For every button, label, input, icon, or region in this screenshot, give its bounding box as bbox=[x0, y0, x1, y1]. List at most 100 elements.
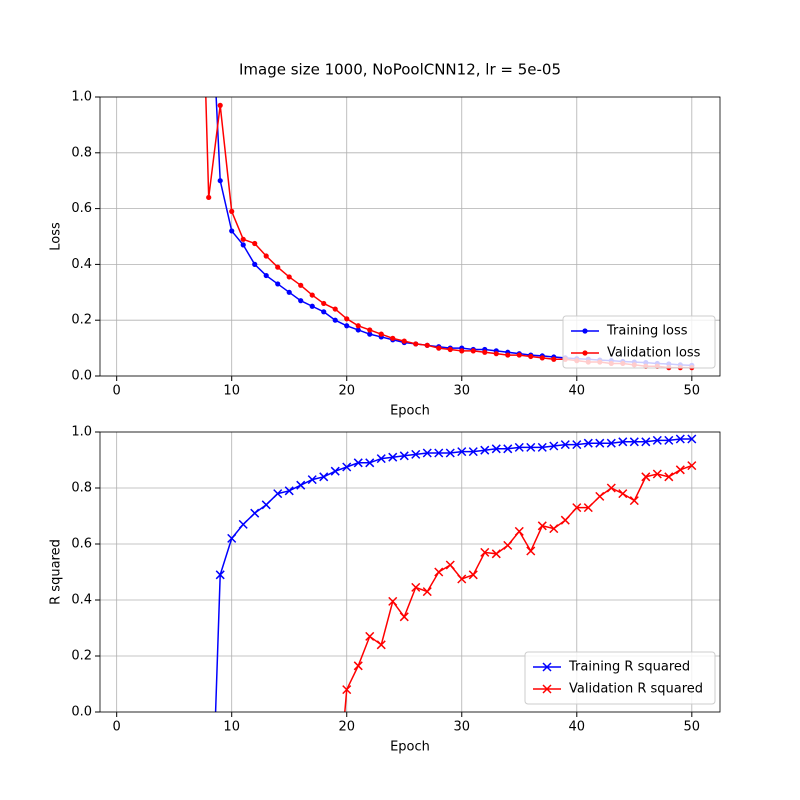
marker bbox=[459, 348, 465, 354]
legend-box bbox=[524, 651, 716, 705]
marker bbox=[434, 448, 444, 458]
marker bbox=[275, 281, 281, 287]
marker bbox=[652, 435, 662, 445]
marker bbox=[572, 440, 582, 450]
marker bbox=[321, 300, 327, 307]
marker bbox=[388, 452, 398, 462]
marker bbox=[445, 448, 455, 458]
marker bbox=[238, 519, 248, 529]
marker bbox=[263, 272, 269, 279]
marker bbox=[641, 472, 651, 482]
y-tick-label: 0.2 bbox=[71, 649, 92, 664]
y-tick-label: 0.6 bbox=[71, 201, 92, 216]
marker bbox=[491, 549, 501, 559]
marker bbox=[422, 448, 432, 458]
marker bbox=[629, 496, 639, 506]
marker bbox=[482, 349, 488, 355]
marker bbox=[284, 486, 294, 496]
marker bbox=[286, 274, 292, 280]
marker bbox=[240, 236, 246, 242]
legend-label: Training R squared bbox=[568, 660, 690, 675]
marker bbox=[457, 574, 467, 584]
axes-frame bbox=[99, 431, 721, 713]
x-tick-label: 0 bbox=[113, 720, 121, 735]
marker bbox=[298, 282, 304, 288]
marker bbox=[215, 570, 225, 580]
marker bbox=[447, 346, 453, 353]
marker bbox=[307, 475, 317, 485]
marker bbox=[629, 437, 639, 447]
marker bbox=[321, 309, 327, 315]
marker bbox=[618, 437, 628, 447]
marker bbox=[332, 317, 338, 323]
marker bbox=[411, 449, 421, 459]
x-tick-label: 30 bbox=[453, 384, 470, 399]
marker bbox=[217, 178, 223, 184]
marker bbox=[367, 331, 373, 337]
marker bbox=[261, 500, 271, 510]
marker bbox=[675, 465, 685, 475]
marker bbox=[434, 567, 444, 577]
x-tick-label: 20 bbox=[338, 720, 355, 735]
marker bbox=[480, 547, 490, 557]
marker bbox=[606, 438, 616, 448]
legend-marker bbox=[582, 350, 588, 356]
marker bbox=[652, 469, 662, 479]
marker bbox=[560, 515, 570, 525]
x-tick-label: 10 bbox=[223, 720, 240, 735]
marker bbox=[365, 458, 375, 468]
marker bbox=[422, 587, 432, 597]
y-tick-label: 0.0 bbox=[71, 705, 92, 720]
marker bbox=[227, 533, 237, 543]
marker bbox=[365, 631, 375, 641]
marker bbox=[505, 352, 511, 358]
marker bbox=[319, 472, 329, 482]
y-tick-label: 0.8 bbox=[71, 481, 92, 496]
legend-label: Validation R squared bbox=[569, 682, 703, 697]
y-tick-label: 0.4 bbox=[71, 593, 92, 608]
y-axis-label: Loss bbox=[49, 222, 64, 251]
x-tick-label: 10 bbox=[223, 384, 240, 399]
marker bbox=[353, 458, 363, 468]
marker bbox=[273, 489, 283, 499]
marker bbox=[286, 289, 292, 295]
legend-box bbox=[562, 315, 716, 369]
x-tick-label: 20 bbox=[338, 384, 355, 399]
marker bbox=[413, 341, 419, 347]
marker bbox=[378, 331, 384, 337]
marker bbox=[344, 316, 350, 322]
marker bbox=[560, 440, 570, 450]
x-tick-label: 40 bbox=[569, 720, 586, 735]
plot-area bbox=[205, 97, 695, 371]
x-tick-label: 50 bbox=[684, 720, 701, 735]
marker bbox=[470, 348, 476, 354]
marker bbox=[411, 582, 421, 592]
legend-label: Training loss bbox=[606, 324, 688, 339]
marker bbox=[526, 546, 536, 556]
marker bbox=[376, 454, 386, 464]
marker bbox=[332, 306, 338, 312]
marker bbox=[217, 102, 223, 108]
marker bbox=[606, 483, 616, 493]
marker bbox=[309, 292, 315, 298]
marker bbox=[491, 444, 501, 454]
marker bbox=[353, 661, 363, 671]
marker bbox=[493, 351, 499, 357]
marker bbox=[445, 560, 455, 570]
marker bbox=[206, 194, 212, 201]
x-tick-label: 50 bbox=[684, 384, 701, 399]
y-tick-label: 0.0 bbox=[71, 369, 92, 384]
marker bbox=[344, 323, 350, 329]
marker bbox=[514, 442, 524, 452]
marker bbox=[528, 353, 534, 360]
marker bbox=[252, 261, 258, 267]
marker bbox=[595, 491, 605, 501]
marker bbox=[367, 327, 373, 333]
chart-title: Image size 1000, NoPoolCNN12, lr = 5e-05 bbox=[239, 61, 561, 79]
marker bbox=[618, 489, 628, 499]
marker bbox=[468, 447, 478, 457]
marker bbox=[309, 303, 315, 309]
marker bbox=[342, 685, 352, 695]
marker bbox=[457, 447, 467, 457]
x-tick-label: 30 bbox=[453, 720, 470, 735]
